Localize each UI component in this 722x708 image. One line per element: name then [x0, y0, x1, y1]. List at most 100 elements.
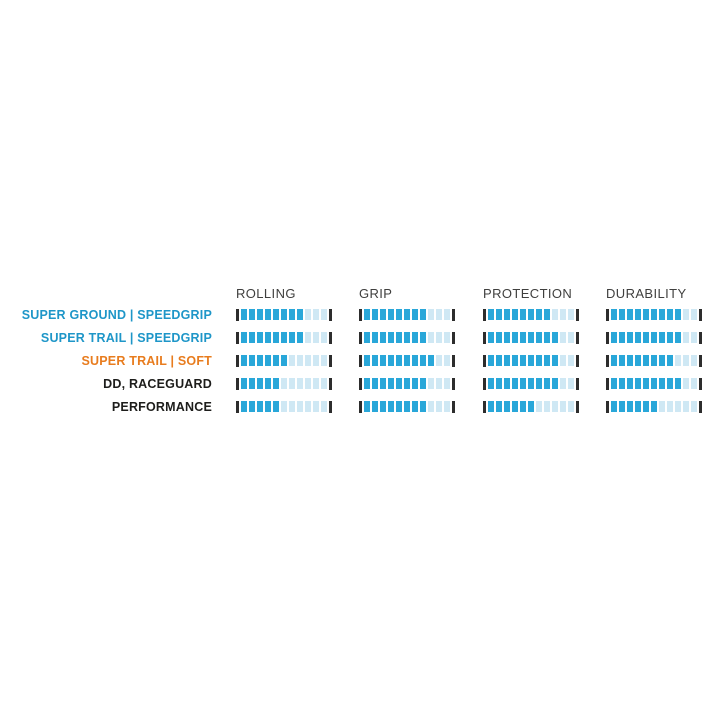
bar-segment-filled — [651, 332, 657, 343]
bar-segment-filled — [380, 378, 386, 389]
bar-segment-filled — [289, 332, 295, 343]
bar-segment-filled — [512, 401, 518, 412]
bar-end-marker — [359, 354, 362, 367]
bar-segment-filled — [297, 332, 303, 343]
table-row: PERFORMANCE — [0, 395, 722, 418]
bar-end-marker — [699, 354, 702, 367]
bar-segment-filled — [388, 332, 394, 343]
bar-segment-empty — [321, 401, 327, 412]
rating-bar-durability — [606, 331, 706, 344]
bar-end-marker — [483, 377, 486, 390]
rating-bar-protection — [483, 331, 582, 344]
bar-segment-filled — [611, 378, 617, 389]
bar-end-marker — [576, 377, 579, 390]
bar-segment-filled — [396, 378, 402, 389]
bar-segment-empty — [321, 309, 327, 320]
bar-segment-filled — [619, 355, 625, 366]
rating-bar-grip — [359, 377, 459, 390]
bar-segment-filled — [388, 355, 394, 366]
bar-segment-filled — [281, 332, 287, 343]
bar-segment-empty — [313, 401, 319, 412]
bar-segment-filled — [528, 378, 534, 389]
bar-segment-filled — [552, 332, 558, 343]
bar-segment-empty — [281, 378, 287, 389]
bar-segment-filled — [372, 355, 378, 366]
rating-bar-durability — [606, 354, 706, 367]
bar-segment-filled — [388, 309, 394, 320]
bar-segment-empty — [560, 378, 566, 389]
bar-segment-filled — [552, 378, 558, 389]
bar-segment-empty — [436, 401, 442, 412]
bar-end-marker — [359, 377, 362, 390]
bar-segment-empty — [305, 309, 311, 320]
bar-segment-empty — [691, 378, 697, 389]
rating-bar-protection — [483, 377, 582, 390]
bar-segment-empty — [313, 378, 319, 389]
bar-segment-filled — [619, 401, 625, 412]
bar-segment-filled — [364, 309, 370, 320]
bar-segment-filled — [404, 332, 410, 343]
bar-end-marker — [576, 354, 579, 367]
bar-segment-filled — [651, 378, 657, 389]
bar-end-marker — [329, 377, 332, 390]
bar-segment-empty — [560, 332, 566, 343]
bar-segment-filled — [496, 378, 502, 389]
bar-segment-empty — [321, 355, 327, 366]
bar-end-marker — [329, 331, 332, 344]
rating-bar-grip — [359, 331, 459, 344]
bar-segment-filled — [364, 355, 370, 366]
bar-end-marker — [606, 400, 609, 413]
bar-segment-filled — [520, 378, 526, 389]
rating-bar-rolling — [236, 377, 335, 390]
bar-segment-filled — [504, 309, 510, 320]
bar-segment-filled — [257, 332, 263, 343]
bar-segment-empty — [436, 309, 442, 320]
bar-segment-empty — [568, 332, 574, 343]
column-header-rolling: ROLLING — [236, 286, 296, 301]
bar-segment-filled — [380, 401, 386, 412]
bar-segment-filled — [257, 401, 263, 412]
bar-segment-filled — [528, 332, 534, 343]
rating-bar-durability — [606, 308, 706, 321]
bar-segment-filled — [380, 355, 386, 366]
bar-end-marker — [236, 354, 239, 367]
bar-segment-empty — [568, 309, 574, 320]
bar-segment-filled — [536, 332, 542, 343]
bar-segment-filled — [257, 309, 263, 320]
bar-segment-filled — [504, 355, 510, 366]
bar-segment-empty — [313, 309, 319, 320]
bar-segment-filled — [544, 332, 550, 343]
bar-segment-filled — [281, 355, 287, 366]
bar-segment-filled — [504, 401, 510, 412]
bar-segment-filled — [265, 378, 271, 389]
bar-segment-filled — [536, 355, 542, 366]
bar-segment-filled — [675, 378, 681, 389]
bar-segment-filled — [420, 309, 426, 320]
bar-end-marker — [359, 308, 362, 321]
bar-segment-filled — [667, 355, 673, 366]
rating-bar-protection — [483, 308, 582, 321]
bar-segment-filled — [388, 378, 394, 389]
bar-segment-empty — [552, 309, 558, 320]
bar-segment-filled — [404, 309, 410, 320]
bar-segment-empty — [675, 401, 681, 412]
bar-end-marker — [606, 377, 609, 390]
bar-end-marker — [452, 331, 455, 344]
bar-segment-empty — [691, 332, 697, 343]
bar-segment-empty — [691, 309, 697, 320]
bar-segment-filled — [667, 332, 673, 343]
bar-segment-empty — [428, 309, 434, 320]
bar-segment-filled — [627, 355, 633, 366]
bar-segment-empty — [683, 355, 689, 366]
header-spacer — [0, 281, 212, 303]
rating-bar-protection — [483, 354, 582, 367]
bar-segment-filled — [611, 355, 617, 366]
bar-segment-filled — [257, 378, 263, 389]
bar-segment-filled — [396, 355, 402, 366]
bar-segment-filled — [627, 378, 633, 389]
rating-bar-protection — [483, 400, 582, 413]
bar-segment-empty — [297, 355, 303, 366]
bar-segment-empty — [428, 378, 434, 389]
bar-segment-filled — [420, 332, 426, 343]
bar-segment-filled — [496, 332, 502, 343]
